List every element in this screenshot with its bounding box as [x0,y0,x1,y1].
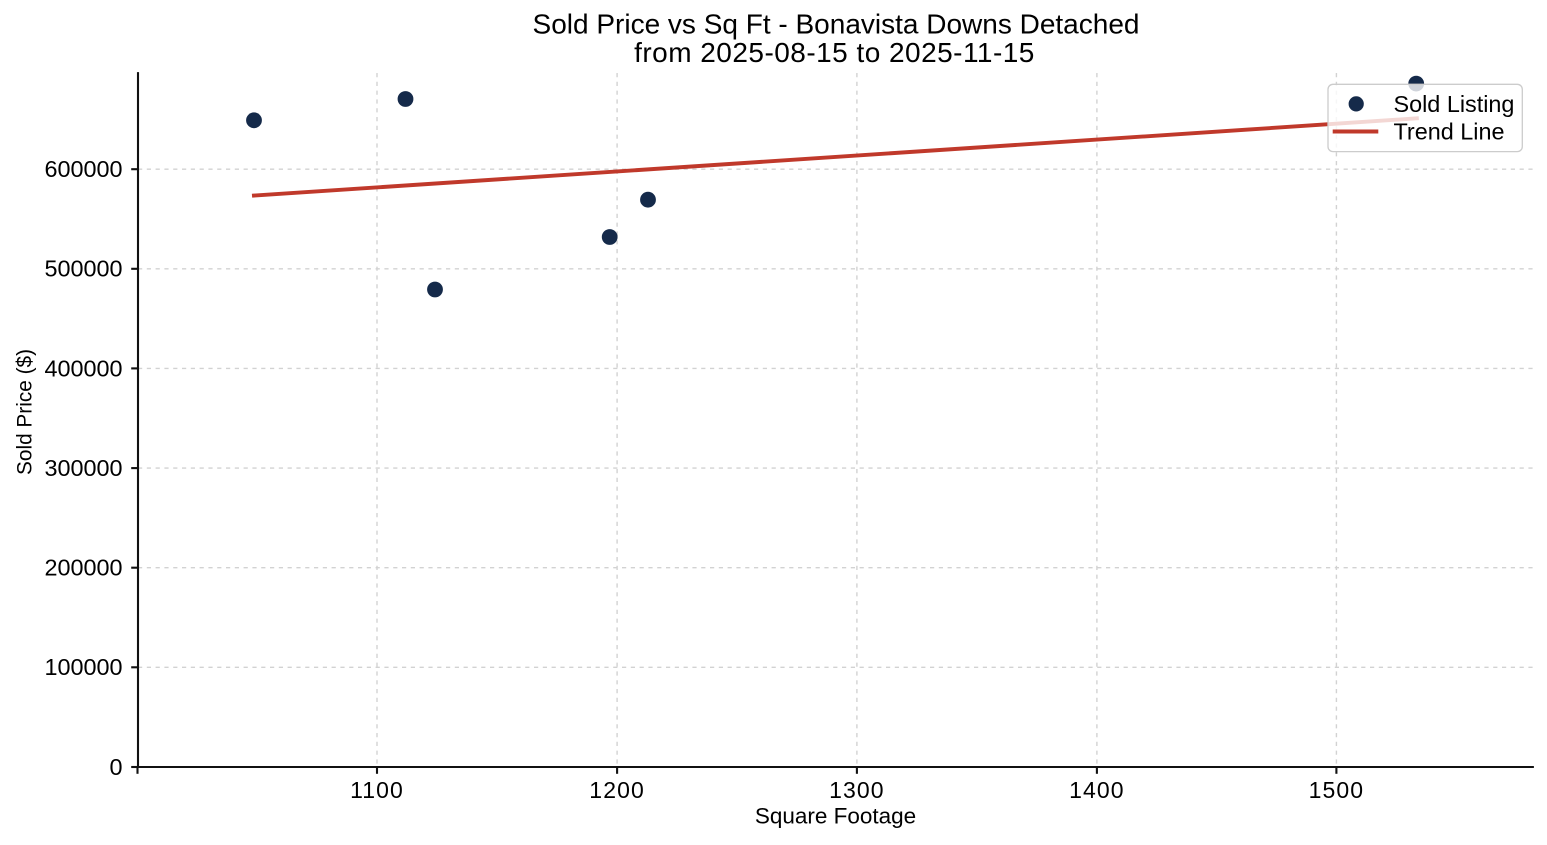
svg-text:1100: 1100 [350,777,404,803]
svg-text:500000: 500000 [44,256,122,282]
svg-text:600000: 600000 [44,156,122,182]
svg-text:1500: 1500 [1309,777,1365,803]
svg-text:400000: 400000 [44,355,122,381]
svg-text:200000: 200000 [44,555,122,581]
svg-text:1200: 1200 [589,777,645,803]
svg-text:Sold Listing: Sold Listing [1394,91,1515,117]
svg-text:0: 0 [109,754,122,780]
svg-text:Trend Line: Trend Line [1394,118,1505,144]
svg-text:Sold Price vs Sq Ft - Bonavist: Sold Price vs Sq Ft - Bonavista Downs De… [533,9,1140,40]
svg-text:300000: 300000 [44,455,122,481]
svg-text:100000: 100000 [44,654,122,680]
svg-text:1300: 1300 [829,777,885,803]
svg-text:from 2025-08-15 to 2025-11-15: from 2025-08-15 to 2025-11-15 [634,37,1035,68]
svg-text:Square Footage: Square Footage [755,804,916,829]
svg-text:Sold Price ($): Sold Price ($) [13,349,36,475]
svg-text:1400: 1400 [1069,777,1125,803]
